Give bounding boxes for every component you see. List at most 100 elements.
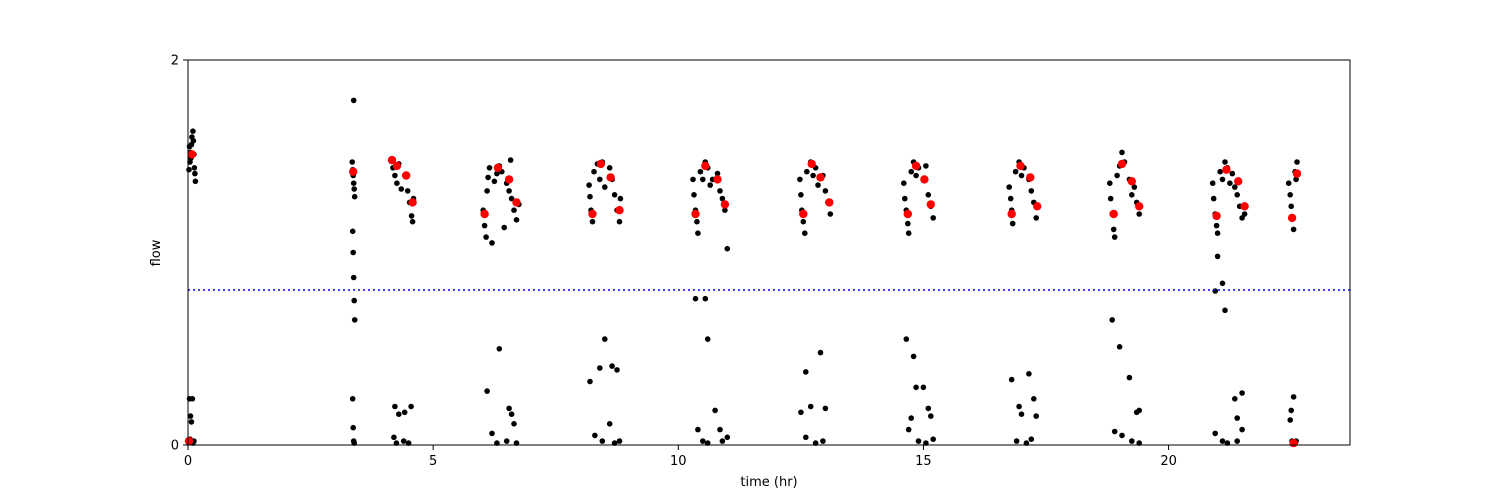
- black-point-148: [827, 211, 834, 217]
- red-point-19: [807, 159, 816, 169]
- black-point-140: [804, 168, 810, 175]
- red-point-2: [387, 155, 397, 165]
- black-point-230: [1214, 230, 1221, 236]
- red-point-29: [1033, 202, 1042, 211]
- x-tick-label: 10: [670, 454, 687, 469]
- black-point-161: [905, 230, 912, 236]
- black-point-39: [394, 180, 400, 186]
- black-point-21: [349, 159, 356, 165]
- red-point-35: [1222, 165, 1231, 174]
- black-point-67: [501, 224, 508, 231]
- black-point-233: [1222, 159, 1228, 165]
- black-point-93: [606, 165, 613, 171]
- black-point-7: [191, 165, 198, 171]
- black-point-176: [925, 405, 932, 412]
- black-point-98: [617, 195, 624, 202]
- black-point-115: [700, 176, 706, 183]
- black-point-122: [719, 195, 726, 202]
- red-point-31: [1117, 159, 1127, 169]
- black-point-245: [1222, 307, 1228, 314]
- x-axis-label: time (hr): [740, 475, 797, 490]
- black-point-149: [803, 369, 809, 375]
- black-point-118: [707, 182, 713, 188]
- black-point-134: [724, 434, 731, 441]
- black-point-113: [695, 230, 701, 236]
- black-point-162: [908, 168, 914, 175]
- red-point-24: [920, 175, 929, 184]
- black-point-237: [1232, 184, 1238, 190]
- black-point-214: [1131, 184, 1138, 190]
- red-point-20: [816, 173, 825, 182]
- black-point-207: [1111, 234, 1118, 240]
- y-tick-label: 2: [171, 54, 179, 69]
- black-point-102: [609, 363, 615, 369]
- red-point-32: [1127, 177, 1137, 186]
- black-point-213: [1129, 192, 1135, 198]
- black-point-258: [1290, 226, 1297, 233]
- black-point-84: [586, 182, 592, 188]
- black-point-15: [188, 419, 195, 425]
- black-point-204: [1107, 195, 1114, 202]
- red-point-34: [1212, 211, 1221, 221]
- black-point-69: [506, 188, 512, 194]
- black-point-231: [1217, 168, 1223, 175]
- black-point-63: [491, 178, 498, 185]
- black-point-188: [1018, 172, 1025, 179]
- black-point-217: [1109, 317, 1115, 323]
- red-point-4: [402, 171, 411, 180]
- black-point-112: [694, 218, 700, 225]
- black-point-199: [1033, 413, 1039, 419]
- black-point-55: [408, 403, 414, 410]
- black-point-25: [351, 186, 358, 192]
- x-tick-label: 0: [184, 454, 192, 469]
- red-point-3: [392, 161, 402, 171]
- red-point-37: [1240, 202, 1249, 211]
- black-point-164: [913, 172, 919, 179]
- black-point-229: [1213, 222, 1220, 229]
- red-point-11: [596, 159, 605, 169]
- black-point-124: [724, 245, 731, 252]
- black-point-223: [1119, 432, 1125, 439]
- black-point-45: [408, 213, 415, 219]
- red-point-10: [588, 209, 597, 219]
- red-point-7: [493, 163, 503, 172]
- black-point-158: [902, 195, 908, 202]
- black-point-210: [1119, 149, 1125, 156]
- black-point-262: [1288, 407, 1294, 414]
- data-points: [184, 97, 1302, 448]
- black-point-254: [1285, 180, 1292, 186]
- black-point-79: [489, 430, 495, 437]
- black-point-170: [930, 215, 936, 221]
- red-point-13: [615, 206, 624, 215]
- black-point-97: [616, 218, 623, 225]
- black-point-138: [800, 218, 807, 225]
- black-point-226: [1209, 180, 1216, 186]
- black-point-250: [1219, 438, 1226, 444]
- black-point-244: [1219, 280, 1226, 287]
- black-point-71: [508, 195, 515, 202]
- red-point-8: [504, 175, 514, 184]
- black-point-252: [1234, 438, 1240, 444]
- black-point-247: [1234, 415, 1240, 421]
- black-point-123: [722, 207, 728, 213]
- red-point-17: [720, 200, 730, 209]
- black-point-136: [798, 192, 804, 198]
- black-point-5: [190, 128, 196, 134]
- black-point-129: [700, 438, 706, 444]
- red-point-36: [1234, 177, 1243, 186]
- black-point-153: [798, 409, 804, 416]
- black-point-208: [1114, 172, 1120, 179]
- black-point-78: [508, 411, 515, 418]
- black-point-256: [1288, 203, 1294, 210]
- black-point-108: [616, 438, 623, 444]
- black-point-177: [928, 413, 934, 419]
- black-point-14: [187, 413, 194, 419]
- black-point-30: [351, 297, 358, 304]
- black-point-11: [190, 138, 197, 144]
- black-point-46: [409, 218, 416, 225]
- black-point-238: [1234, 192, 1240, 198]
- black-point-206: [1110, 226, 1117, 233]
- black-point-260: [1293, 176, 1299, 183]
- red-point-38: [1287, 213, 1297, 223]
